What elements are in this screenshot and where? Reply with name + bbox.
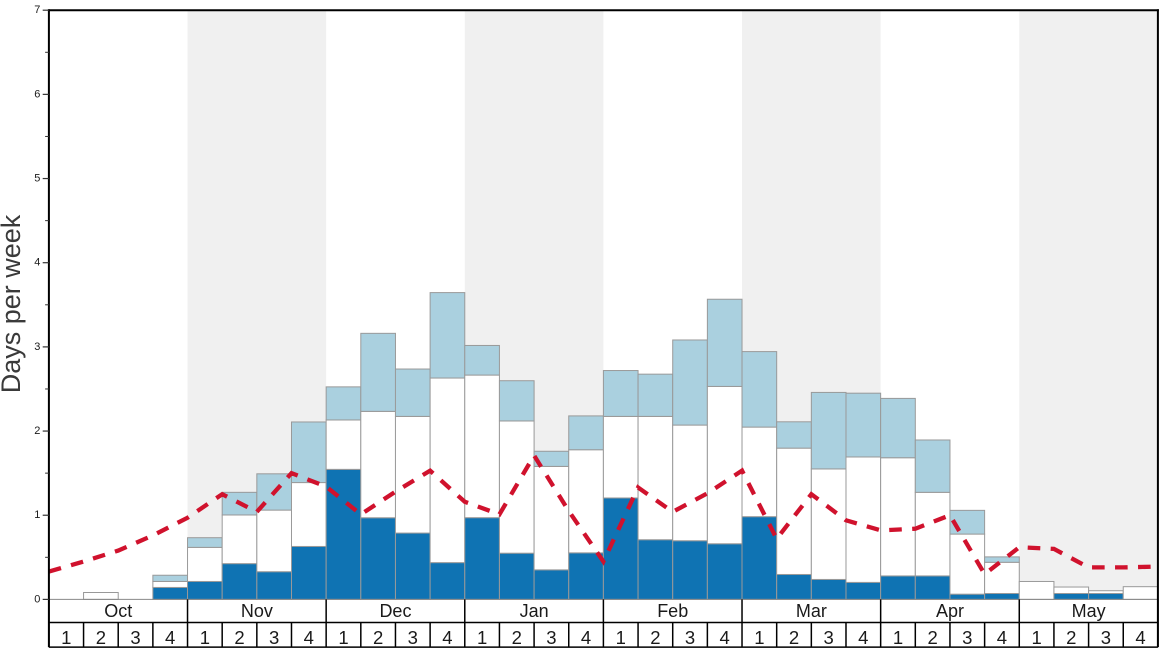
svg-text:4: 4 (304, 627, 314, 648)
svg-text:2: 2 (1066, 627, 1076, 648)
svg-text:3: 3 (685, 627, 695, 648)
svg-text:3: 3 (130, 627, 140, 648)
svg-text:2: 2 (96, 627, 106, 648)
svg-text:4: 4 (442, 627, 452, 648)
svg-text:Days per week: Days per week (0, 214, 26, 393)
svg-text:1: 1 (616, 627, 626, 648)
svg-text:2: 2 (373, 627, 383, 648)
svg-text:3: 3 (824, 627, 834, 648)
svg-text:3: 3 (546, 627, 556, 648)
svg-text:May: May (1072, 601, 1106, 621)
svg-text:Jan: Jan (520, 601, 549, 621)
svg-text:5: 5 (34, 173, 40, 185)
svg-text:3: 3 (269, 627, 279, 648)
svg-text:1: 1 (338, 627, 348, 648)
svg-text:2: 2 (34, 425, 40, 437)
svg-text:1: 1 (754, 627, 764, 648)
svg-text:4: 4 (34, 257, 40, 269)
svg-text:Nov: Nov (241, 601, 273, 621)
svg-text:1: 1 (893, 627, 903, 648)
svg-text:1: 1 (200, 627, 210, 648)
svg-text:Oct: Oct (104, 601, 132, 621)
svg-text:Mar: Mar (796, 601, 827, 621)
svg-text:Apr: Apr (936, 601, 964, 621)
svg-text:Dec: Dec (379, 601, 411, 621)
svg-text:4: 4 (165, 627, 175, 648)
svg-text:4: 4 (858, 627, 868, 648)
svg-text:2: 2 (234, 627, 244, 648)
svg-text:6: 6 (34, 88, 40, 100)
svg-text:3: 3 (34, 341, 40, 353)
svg-text:4: 4 (581, 627, 591, 648)
svg-text:3: 3 (962, 627, 972, 648)
svg-text:3: 3 (1101, 627, 1111, 648)
svg-text:4: 4 (720, 627, 730, 648)
svg-text:2: 2 (512, 627, 522, 648)
svg-text:7: 7 (34, 4, 40, 16)
svg-text:4: 4 (997, 627, 1007, 648)
svg-text:1: 1 (477, 627, 487, 648)
svg-text:3: 3 (408, 627, 418, 648)
svg-text:4: 4 (1135, 627, 1145, 648)
svg-text:2: 2 (789, 627, 799, 648)
svg-text:Feb: Feb (657, 601, 688, 621)
svg-text:2: 2 (650, 627, 660, 648)
svg-text:1: 1 (1031, 627, 1041, 648)
svg-text:1: 1 (61, 627, 71, 648)
svg-text:0: 0 (34, 593, 40, 605)
svg-text:2: 2 (927, 627, 937, 648)
svg-text:1: 1 (34, 509, 40, 521)
